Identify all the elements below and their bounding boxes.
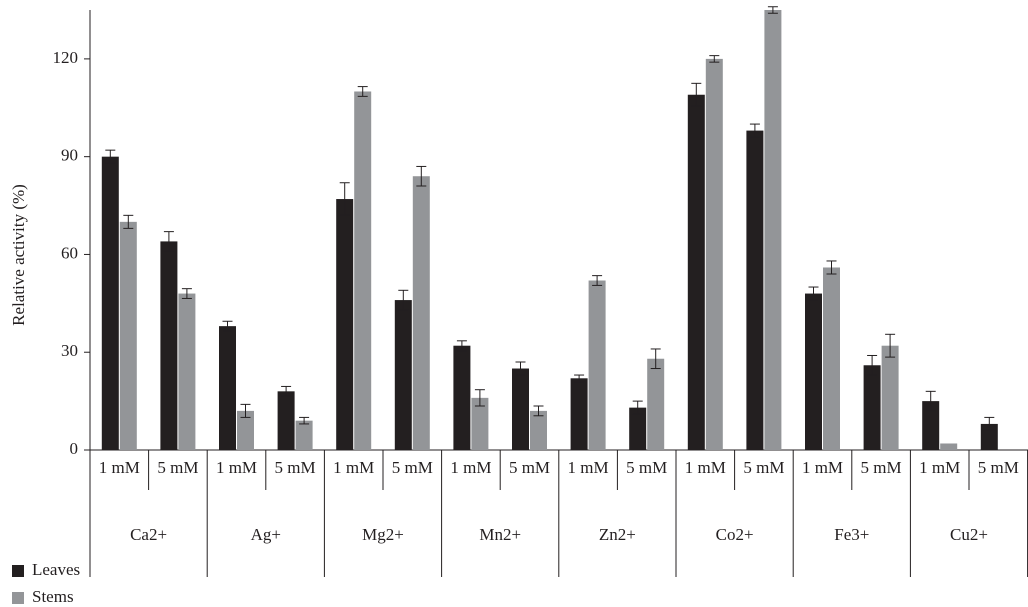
bar [471,397,489,450]
legend-swatch [12,592,24,604]
bar [160,241,178,450]
bar [295,420,313,450]
bar [453,345,471,450]
bar [588,280,606,450]
group-label: Mg2+ [362,525,404,544]
legend-label: Stems [32,587,74,606]
x-tick-label: 5 mM [275,458,316,477]
bar [629,407,647,450]
bar [119,221,137,450]
group-label: Mn2+ [479,525,521,544]
bar [394,300,412,450]
bar [863,365,881,450]
bar [922,401,940,450]
x-tick-label: 1 mM [685,458,726,477]
bar [823,267,840,450]
bar [881,345,899,450]
x-tick-label: 5 mM [392,458,433,477]
x-tick-label: 5 mM [509,458,550,477]
group-label: Cu2+ [950,525,988,544]
y-tick-label: 0 [70,439,79,458]
bar [746,130,764,450]
bar [764,10,782,450]
group-label: Co2+ [716,525,754,544]
x-tick-label: 5 mM [861,458,902,477]
bar [237,410,254,450]
group-label: Zn2+ [599,525,636,544]
legend-swatch [12,565,24,577]
bar [530,410,547,450]
y-tick-label: 60 [61,243,78,262]
legend-label: Leaves [32,560,80,579]
bar [805,293,822,450]
bar [940,443,958,450]
bar [647,358,665,450]
x-tick-label: 1 mM [99,458,140,477]
x-tick-label: 5 mM [978,458,1019,477]
bar [570,378,588,450]
bar [705,58,723,451]
y-tick-label: 90 [61,146,78,165]
y-tick-label: 120 [53,48,79,67]
group-label: Ca2+ [130,525,167,544]
group-label: Fe3+ [834,525,869,544]
bar [277,391,295,450]
bar [336,199,354,450]
bar [412,176,430,450]
bar [687,94,705,451]
group-label: Ag+ [251,525,281,544]
bar [178,293,196,450]
x-tick-label: 1 mM [568,458,609,477]
x-tick-label: 5 mM [743,458,784,477]
bar [219,326,236,450]
x-tick-label: 1 mM [919,458,960,477]
bar [512,368,529,450]
x-tick-label: 5 mM [626,458,667,477]
y-tick-label: 30 [61,341,78,360]
x-tick-label: 1 mM [333,458,374,477]
x-tick-label: 1 mM [450,458,491,477]
x-tick-label: 5 mM [157,458,198,477]
x-tick-label: 1 mM [802,458,843,477]
x-tick-label: 1 mM [216,458,257,477]
bar [101,156,119,450]
bar [354,91,372,451]
y-axis-title: Relative activity (%) [9,184,28,326]
